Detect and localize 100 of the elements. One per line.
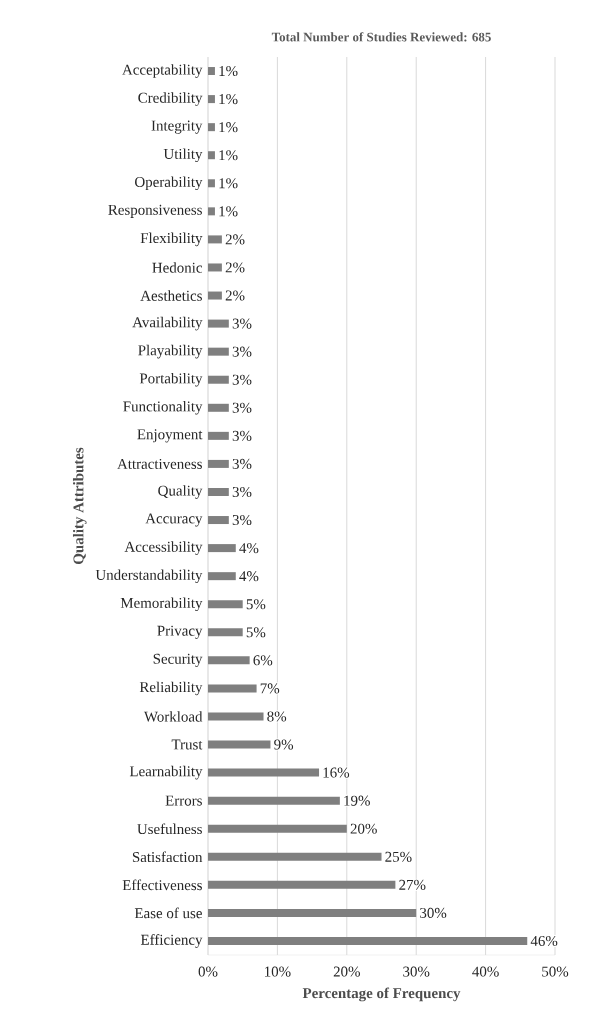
data-label: 2% xyxy=(225,234,245,245)
bar xyxy=(208,95,215,104)
y-tick-label: Flexibility xyxy=(140,232,203,247)
bar xyxy=(208,207,215,216)
x-tick-label: 30% xyxy=(403,966,430,977)
data-label: 30% xyxy=(420,907,447,918)
bar xyxy=(208,263,222,272)
y-tick-label: Hedonic xyxy=(152,262,203,273)
y-tick-label: Acceptability xyxy=(122,64,203,78)
bar xyxy=(208,740,271,749)
chart-title: Total Number of Studies Reviewed: 685 xyxy=(271,32,491,42)
y-tick-label: Satisfaction xyxy=(132,851,203,863)
data-label: 1% xyxy=(219,94,238,105)
y-tick-label: Accuracy xyxy=(145,513,203,527)
y-tick-label: Playability xyxy=(138,344,203,359)
data-label: 1% xyxy=(219,122,238,133)
bar xyxy=(208,880,396,889)
data-label: 1% xyxy=(219,150,238,161)
data-label: 2% xyxy=(225,262,245,273)
data-label: 3% xyxy=(232,430,252,441)
data-label: 7% xyxy=(260,683,280,694)
y-tick-label: Aesthetics xyxy=(140,290,202,301)
bar xyxy=(208,628,243,637)
y-tick-label: Enjoyment xyxy=(137,429,203,443)
y-tick-label: Availability xyxy=(132,316,203,331)
y-tick-label: Learnability xyxy=(129,765,203,780)
bar xyxy=(208,712,264,721)
bar xyxy=(208,544,236,553)
data-label: 20% xyxy=(350,823,377,834)
bar xyxy=(208,123,215,132)
bar xyxy=(208,656,250,665)
y-tick-label: Trust xyxy=(171,739,203,750)
bar xyxy=(208,375,229,384)
data-label: 8% xyxy=(267,711,287,722)
data-label: 3% xyxy=(232,458,252,469)
data-label: 1% xyxy=(219,65,238,77)
data-label: 19% xyxy=(344,795,370,806)
x-tick-label: 0% xyxy=(198,966,218,977)
y-tick-label: Privacy xyxy=(157,625,203,639)
x-tick-label: 20% xyxy=(333,966,360,977)
bar xyxy=(208,67,215,76)
y-tick-label: Errors xyxy=(165,795,202,806)
y-tick-label: Operability xyxy=(135,176,203,191)
bar xyxy=(208,852,382,861)
bar xyxy=(208,684,257,693)
data-label: 46% xyxy=(530,935,558,947)
y-tick-label: Memorability xyxy=(120,597,203,612)
y-tick-label: Accessibility xyxy=(124,541,203,555)
data-label: 16% xyxy=(323,767,350,778)
x-tick-label: 40% xyxy=(472,966,499,977)
y-tick-label: Utility xyxy=(163,148,203,163)
bar xyxy=(208,796,340,805)
data-label: 4% xyxy=(239,571,259,582)
x-tick-label: 10% xyxy=(265,966,291,977)
bar xyxy=(208,768,320,777)
bar xyxy=(208,936,528,945)
y-tick-label: Effectiveness xyxy=(122,879,202,891)
data-label: 3% xyxy=(232,514,252,526)
bar xyxy=(208,319,229,328)
y-tick-label: Reliability xyxy=(139,681,203,696)
bar xyxy=(208,347,229,356)
bar xyxy=(208,487,229,496)
y-tick-label: Functionality xyxy=(123,401,203,415)
bar xyxy=(208,403,229,412)
x-tick-label: 50% xyxy=(542,966,569,977)
y-tick-label: Ease of use xyxy=(134,907,202,919)
x-axis-title: Percentage of Frequency xyxy=(302,987,461,1002)
bar xyxy=(208,151,215,160)
y-tick-label: Quality xyxy=(158,485,203,499)
y-tick-label: Portability xyxy=(139,372,203,387)
data-label: 6% xyxy=(253,655,273,666)
data-label: 9% xyxy=(274,739,294,750)
y-tick-label: Understandability xyxy=(95,569,203,583)
bar xyxy=(208,908,417,917)
data-label: 3% xyxy=(232,318,252,329)
data-label: 27% xyxy=(399,879,426,890)
y-tick-label: Efficiency xyxy=(140,934,203,948)
bar xyxy=(208,824,347,833)
y-tick-label: Responsiveness xyxy=(108,204,202,218)
data-label: 3% xyxy=(232,374,252,385)
bar xyxy=(208,572,236,581)
y-tick-label: Attractiveness xyxy=(117,458,202,469)
y-tick-label: Credibility xyxy=(138,92,203,106)
data-label: 1% xyxy=(219,206,238,217)
bar xyxy=(208,235,222,244)
y-axis-title: Quality Attributes xyxy=(72,447,87,565)
data-label: 3% xyxy=(232,402,252,413)
y-tick-label: Integrity xyxy=(151,120,203,134)
data-label: 5% xyxy=(246,627,266,638)
bar xyxy=(208,516,229,525)
data-label: 3% xyxy=(232,346,252,357)
data-label: 3% xyxy=(232,486,252,498)
data-label: 2% xyxy=(225,290,245,301)
y-tick-label: Workload xyxy=(143,711,203,722)
y-tick-label: Usefulness xyxy=(137,823,202,835)
data-label: 1% xyxy=(219,178,238,189)
data-label: 4% xyxy=(239,543,259,554)
bar xyxy=(208,431,229,440)
bar xyxy=(208,291,222,300)
bar xyxy=(208,459,229,468)
